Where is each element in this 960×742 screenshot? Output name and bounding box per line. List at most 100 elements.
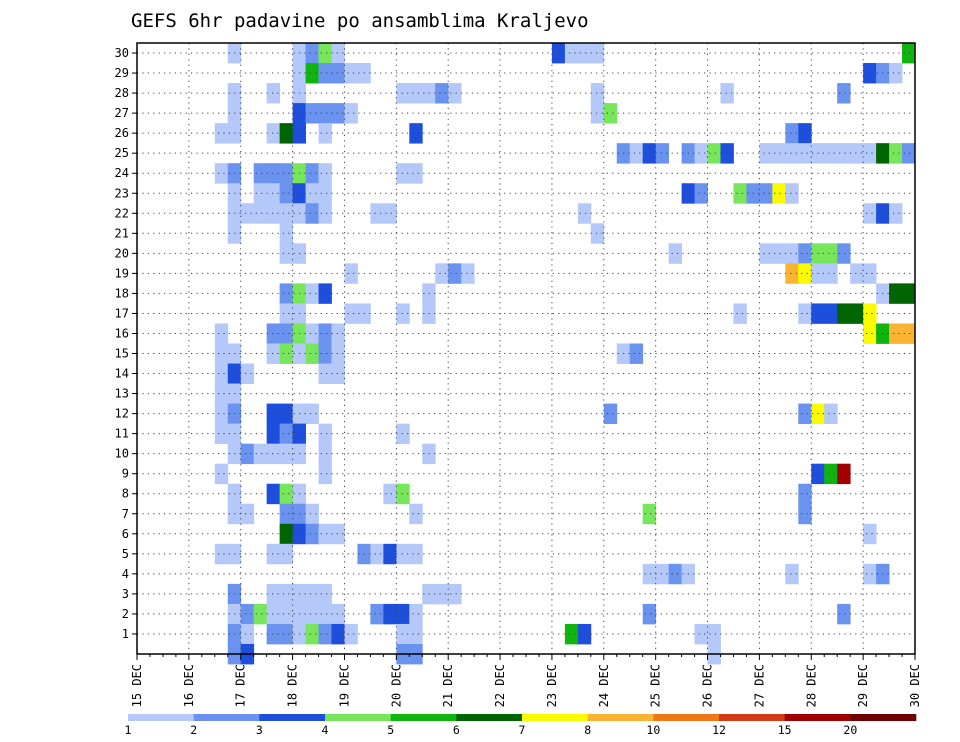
heatmap-cell — [785, 123, 799, 144]
colorbar-label: 8 — [584, 723, 591, 737]
colorbar-label: 2 — [190, 723, 197, 737]
colorbar-swatch — [456, 714, 523, 721]
heatmap-cell — [902, 43, 916, 64]
heatmap-cell — [383, 543, 397, 565]
heatmap-cell — [720, 83, 734, 104]
heatmap-cell — [318, 603, 332, 625]
heatmap-cell — [305, 603, 319, 625]
heatmap-cell — [370, 203, 384, 224]
heatmap-cell — [409, 503, 423, 525]
heatmap-cell — [396, 623, 410, 645]
heatmap-cell — [785, 183, 799, 204]
y-tick-label: 28 — [115, 86, 129, 100]
heatmap-cell — [305, 63, 319, 84]
heatmap-cell — [318, 623, 332, 645]
x-axis: 15 DEC 16 DEC 17 DEC 18 DEC 19 DEC 20 DEC 21 D… — [130, 654, 922, 707]
heatmap-cell — [331, 523, 345, 545]
heatmap-cell — [331, 623, 345, 645]
heatmap-cell — [344, 623, 358, 645]
heatmap-cell — [279, 183, 293, 204]
heatmap-cell — [214, 343, 229, 364]
heatmap-cell — [824, 463, 838, 485]
heatmap-cell — [279, 583, 293, 605]
heatmap-cell — [448, 83, 462, 104]
heatmap-cell — [305, 203, 319, 224]
y-axis: 1234567891011121314151617181920212223242… — [115, 46, 137, 641]
heatmap-cell — [318, 183, 332, 204]
heatmap-cell — [305, 43, 319, 64]
heatmap-cell — [603, 103, 618, 124]
x-tick-label: 21 DEC — [441, 664, 455, 707]
heatmap-cell — [798, 263, 812, 284]
heatmap-cell — [785, 243, 799, 264]
y-tick-label: 22 — [115, 206, 129, 220]
heatmap-cell — [305, 583, 319, 605]
heatmap-cell — [318, 423, 332, 445]
heatmap-cell — [772, 143, 786, 164]
y-tick-label: 5 — [122, 547, 129, 561]
heatmap-cell — [305, 403, 319, 425]
heatmap-cell — [266, 403, 281, 425]
heatmap-cell — [824, 263, 838, 284]
heatmap-cell — [253, 183, 268, 204]
heatmap-cell — [331, 363, 345, 384]
heatmap-cell — [824, 303, 838, 324]
heatmap-cell — [409, 623, 423, 645]
colorbar-legend: 1 2 3 4 5 6 7 8 10 12 15 20 — [125, 714, 917, 737]
heatmap-cell — [214, 383, 229, 404]
heatmap-cell — [396, 83, 410, 104]
heatmap-cell — [655, 143, 670, 164]
heatmap-cell — [266, 623, 281, 645]
heatmap-cell — [590, 103, 605, 124]
heatmap-cell — [850, 303, 864, 324]
heatmap-cell — [902, 143, 916, 164]
colorbar-swatch — [390, 714, 457, 721]
y-tick-label: 7 — [122, 507, 129, 521]
heatmap-cell — [863, 303, 877, 324]
x-tick-label: 29 DEC — [856, 664, 870, 707]
heatmap-cell — [863, 203, 877, 224]
colorbar-label: 4 — [322, 723, 329, 737]
x-tick-label: 28 DEC — [804, 664, 818, 707]
x-tick-label: 19 DEC — [337, 664, 351, 707]
y-tick-label: 23 — [115, 186, 129, 200]
heatmap-cell — [279, 503, 293, 525]
heatmap-cell — [318, 363, 332, 384]
y-tick-label: 29 — [115, 66, 129, 80]
heatmap-cell — [396, 603, 410, 625]
grid-lines — [137, 43, 915, 654]
heatmap-cell — [785, 263, 799, 284]
heatmap-cell — [772, 243, 786, 264]
heatmap-cell — [279, 163, 293, 184]
heatmap-cell — [850, 263, 864, 284]
heatmap-cell — [266, 323, 281, 344]
y-tick-label: 9 — [122, 467, 129, 481]
heatmap-cell — [409, 123, 423, 144]
colorbar-swatch — [259, 714, 326, 721]
heatmap-cell — [318, 463, 332, 485]
heatmap-cell — [266, 183, 281, 204]
heatmap-cell — [564, 43, 579, 64]
x-tick-label: 25 DEC — [649, 664, 663, 707]
y-tick-label: 30 — [115, 46, 129, 60]
heatmap-cell — [577, 43, 592, 64]
heatmap-cell — [318, 343, 332, 364]
heatmap-cell — [240, 443, 255, 465]
heatmap-cell — [590, 43, 605, 64]
colorbar-swatch — [128, 714, 194, 721]
x-tick-label: 27 DEC — [752, 664, 766, 707]
heatmap-cell — [668, 243, 682, 264]
heatmap-cell — [214, 543, 229, 565]
y-tick-label: 27 — [115, 106, 129, 120]
heatmap-cell — [629, 343, 644, 364]
heatmap-cell — [902, 283, 916, 304]
colorbar-label: 15 — [778, 723, 792, 737]
heatmap-cell — [318, 43, 332, 64]
heatmap-cell — [266, 83, 281, 104]
heatmap-cell — [318, 323, 332, 344]
heatmap-cell — [318, 583, 332, 605]
y-tick-label: 19 — [115, 266, 129, 280]
heatmap-cell — [240, 603, 255, 625]
heatmap-cell — [331, 343, 345, 364]
